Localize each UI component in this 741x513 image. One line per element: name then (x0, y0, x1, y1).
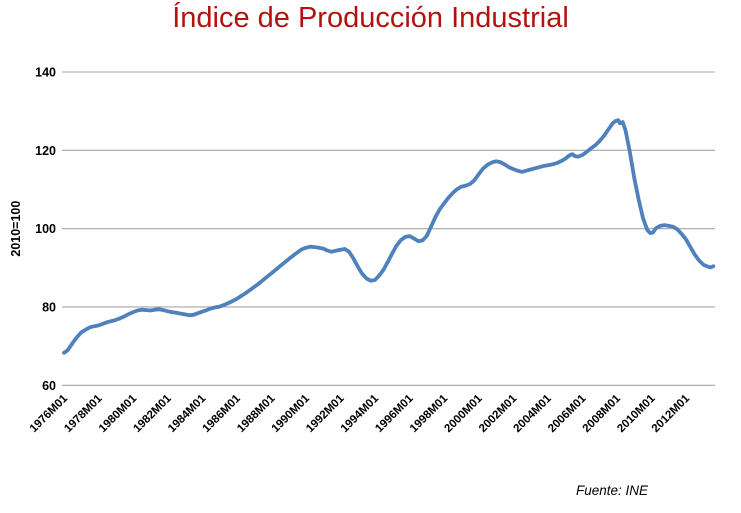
x-tick-label: 2012M01 (650, 392, 693, 435)
y-tick-label: 60 (42, 379, 56, 393)
y-axis-title: 2010=100 (9, 201, 23, 257)
series-line (62, 118, 716, 355)
y-tick-label: 100 (35, 222, 56, 236)
y-tick-label: 80 (42, 300, 56, 314)
chart-title: Índice de Producción Industrial (172, 2, 569, 34)
y-tick-label: 120 (35, 144, 56, 158)
source-note: Fuente: INE (575, 483, 648, 498)
y-tick-label: 140 (35, 66, 56, 80)
